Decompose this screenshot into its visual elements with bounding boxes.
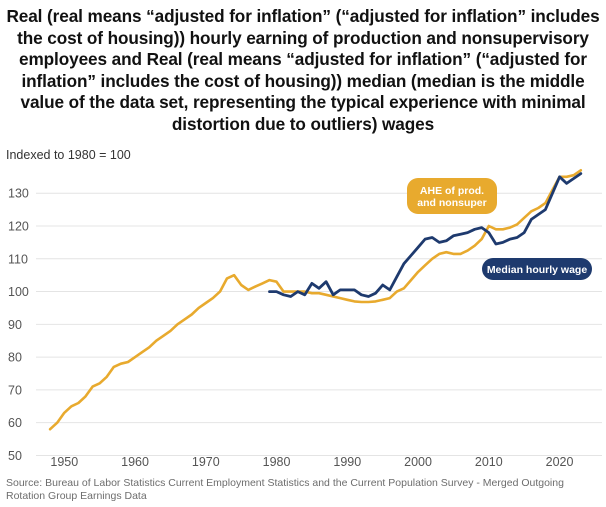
x-tick-label: 2000 bbox=[404, 455, 432, 469]
y-tick-label: 50 bbox=[8, 449, 22, 463]
y-tick-label: 90 bbox=[8, 318, 22, 332]
chart-title: Real (real means “adjusted for inflation… bbox=[6, 6, 600, 134]
series-line-median bbox=[268, 172, 583, 298]
legend-label: AHE of prod. bbox=[420, 185, 484, 197]
chart-source: Source: Bureau of Labor Statistics Curre… bbox=[6, 477, 564, 502]
x-tick-label: 1990 bbox=[333, 455, 361, 469]
x-axis-ticks: 1950 1960 1970 1980 1990 2000 2010 2020 bbox=[50, 455, 573, 469]
plot-background bbox=[36, 160, 602, 463]
legend-label: Median hourly wage bbox=[487, 264, 588, 276]
legend-label-box bbox=[407, 178, 497, 214]
x-tick-label: 1970 bbox=[192, 455, 220, 469]
x-tick-label: 2020 bbox=[546, 455, 574, 469]
y-tick-label: 80 bbox=[8, 351, 22, 365]
legend-label-box bbox=[482, 258, 592, 280]
y-tick-label: 110 bbox=[8, 252, 28, 266]
legend: AHE of prod.and nonsuper Median hourly wa… bbox=[407, 178, 592, 280]
y-tick-label: 130 bbox=[8, 187, 29, 201]
y-tick-label: 70 bbox=[8, 383, 22, 397]
x-tick-label: 2010 bbox=[475, 455, 503, 469]
legend-label: and nonsuper bbox=[417, 197, 486, 209]
x-tick-label: 1960 bbox=[121, 455, 149, 469]
y-tick-label: 100 bbox=[8, 285, 29, 299]
x-tick-label: 1980 bbox=[263, 455, 291, 469]
chart-subtitle: Indexed to 1980 = 100 bbox=[6, 148, 131, 162]
y-axis-ticks: 50 60 70 80 90 100 110 120 130 bbox=[8, 187, 29, 463]
series-line-ahe bbox=[48, 169, 583, 431]
y-tick-label: 60 bbox=[8, 416, 22, 430]
x-tick-label: 1950 bbox=[50, 455, 78, 469]
y-tick-label: 120 bbox=[8, 220, 29, 234]
series-lines bbox=[48, 169, 583, 431]
